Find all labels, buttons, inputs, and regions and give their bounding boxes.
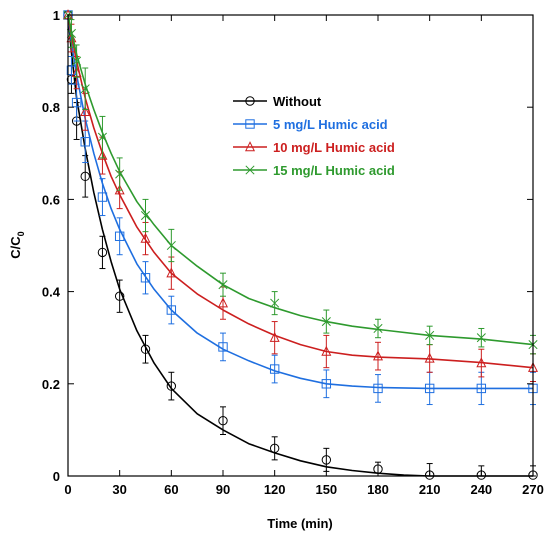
data-point xyxy=(321,379,332,389)
data-point xyxy=(424,383,435,394)
legend-label: 10 mg/L Humic acid xyxy=(273,140,395,155)
data-point xyxy=(71,97,82,108)
data-point xyxy=(424,352,435,363)
legend-marker xyxy=(245,165,255,175)
legend-marker xyxy=(245,119,255,129)
x-tick-label: 30 xyxy=(112,482,126,497)
data-point xyxy=(321,455,332,465)
data-point xyxy=(269,443,280,454)
series-0 xyxy=(63,10,538,480)
series-line xyxy=(67,14,534,346)
data-point xyxy=(80,137,90,147)
x-tick-label: 120 xyxy=(264,482,286,497)
y-axis-title-subscript: 0 xyxy=(16,231,26,236)
data-point xyxy=(218,342,228,352)
data-point xyxy=(97,149,108,160)
data-point xyxy=(270,298,280,308)
legend: Without 5 mg/L Humic acid 10 mg/L Humic ac… xyxy=(233,94,395,178)
y-axis-title: C/C0 xyxy=(8,231,26,258)
y-tick-label: 0.8 xyxy=(42,100,60,115)
data-point xyxy=(114,291,125,301)
legend-item-2: 10 mg/L Humic acid xyxy=(233,140,395,155)
data-point xyxy=(97,192,108,202)
data-point xyxy=(166,381,177,391)
legend-marker xyxy=(244,141,256,152)
data-point xyxy=(476,333,486,343)
legend-item-0: Without xyxy=(233,94,322,109)
data-point xyxy=(140,210,151,221)
legend-marker xyxy=(245,96,255,106)
data-point xyxy=(372,350,384,361)
y-tick-label: 0.6 xyxy=(42,192,60,207)
plot-frame xyxy=(67,14,534,477)
series-layer xyxy=(62,9,539,480)
data-point xyxy=(66,28,76,38)
data-point xyxy=(115,169,125,179)
series-line xyxy=(67,14,534,369)
data-point xyxy=(476,383,487,394)
series-3 xyxy=(63,10,538,355)
legend-item-3: 15 mg/L Humic acid xyxy=(233,163,395,178)
axes-layer xyxy=(67,14,534,477)
y-tick-label: 0.4 xyxy=(42,285,61,300)
data-point xyxy=(476,357,487,368)
y-tick-label: 1 xyxy=(53,8,60,23)
data-point xyxy=(114,231,125,241)
data-point xyxy=(80,84,90,94)
data-point xyxy=(218,415,228,426)
series-line xyxy=(67,14,533,390)
data-point xyxy=(140,273,151,283)
data-point xyxy=(373,323,383,334)
legend-label: 5 mg/L Humic acid xyxy=(273,117,388,132)
data-point xyxy=(425,330,435,340)
data-point xyxy=(97,132,107,142)
x-tick-label: 210 xyxy=(419,482,441,497)
y-axis-title-main: C/C xyxy=(8,236,23,259)
data-point xyxy=(218,280,228,290)
data-point xyxy=(80,105,91,117)
data-point xyxy=(166,240,176,251)
x-tick-label: 60 xyxy=(164,482,178,497)
series-line xyxy=(67,14,533,477)
ticks-layer: 0 30 60 90 120 150 180 210 240 270 0 0.2 0.4 0.6 0.8 1 xyxy=(42,8,544,497)
data-point xyxy=(166,305,177,315)
legend-label: Without xyxy=(273,94,322,109)
data-point xyxy=(217,297,229,308)
y-tick-label: 0.2 xyxy=(42,377,60,392)
series-1 xyxy=(63,10,538,406)
x-tick-label: 270 xyxy=(522,482,544,497)
data-point xyxy=(321,317,331,327)
x-tick-label: 0 xyxy=(64,482,71,497)
x-axis-title: Time (min) xyxy=(267,516,333,531)
x-tick-label: 150 xyxy=(315,482,337,497)
legend-item-1: 5 mg/L Humic acid xyxy=(233,117,388,132)
legend-label: 15 mg/L Humic acid xyxy=(273,163,395,178)
x-tick-label: 240 xyxy=(470,482,492,497)
y-tick-label: 0 xyxy=(53,469,60,484)
data-point xyxy=(80,171,90,182)
data-point xyxy=(72,56,82,66)
data-point xyxy=(140,344,151,354)
data-point xyxy=(140,232,151,243)
data-point xyxy=(97,247,108,258)
data-point xyxy=(166,267,177,278)
x-tick-label: 180 xyxy=(367,482,389,497)
data-point xyxy=(321,345,332,356)
data-point xyxy=(269,364,280,374)
data-point xyxy=(269,331,280,342)
x-tick-label: 90 xyxy=(216,482,230,497)
data-point xyxy=(373,383,383,394)
